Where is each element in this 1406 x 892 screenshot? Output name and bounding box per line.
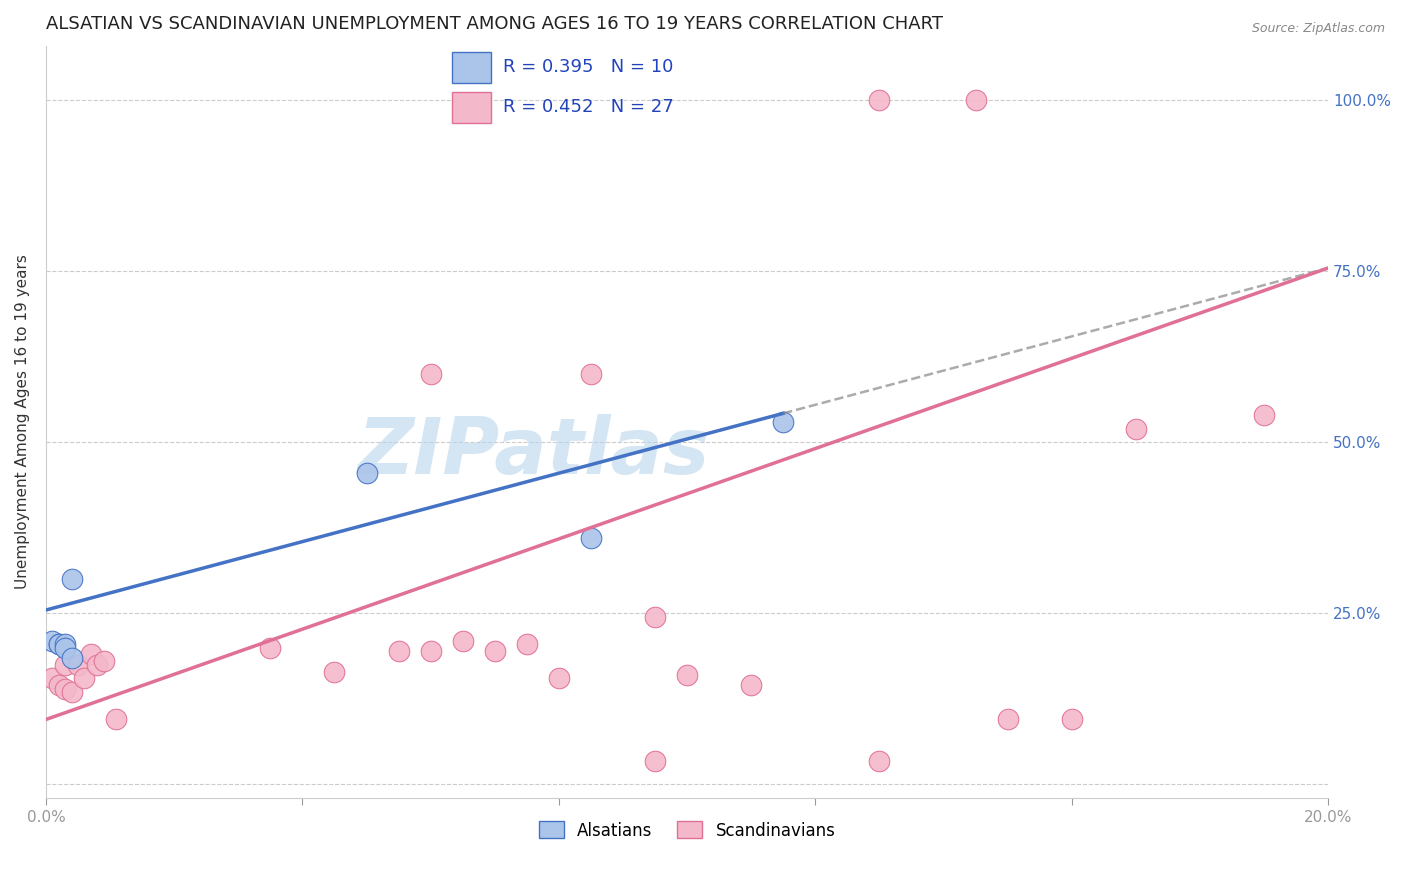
Point <box>41 672 63 686</box>
Point <box>356 467 378 481</box>
Text: R = 0.395   N = 10: R = 0.395 N = 10 <box>503 59 673 77</box>
Point <box>644 610 666 624</box>
FancyBboxPatch shape <box>451 92 491 122</box>
Point <box>60 685 83 699</box>
Point <box>60 572 83 586</box>
Point <box>740 678 762 692</box>
Point <box>86 657 108 672</box>
Legend: Alsatians, Scandinavians: Alsatians, Scandinavians <box>531 814 842 847</box>
Point <box>66 657 89 672</box>
Point <box>1060 713 1083 727</box>
Point <box>484 644 506 658</box>
Point <box>73 672 96 686</box>
Point <box>323 665 346 679</box>
Point <box>419 367 441 381</box>
Point <box>53 681 76 696</box>
Point <box>53 637 76 651</box>
Text: R = 0.452   N = 27: R = 0.452 N = 27 <box>503 98 673 116</box>
Point <box>60 651 83 665</box>
Point <box>48 637 70 651</box>
Point <box>868 754 890 768</box>
Point <box>451 633 474 648</box>
Point <box>387 644 409 658</box>
Y-axis label: Unemployment Among Ages 16 to 19 years: Unemployment Among Ages 16 to 19 years <box>15 254 30 590</box>
Point <box>80 648 103 662</box>
Point <box>105 713 128 727</box>
Point <box>579 367 602 381</box>
Text: ZIPatlas: ZIPatlas <box>357 414 709 490</box>
Text: Source: ZipAtlas.com: Source: ZipAtlas.com <box>1251 22 1385 36</box>
Point <box>516 637 538 651</box>
Point <box>93 654 115 668</box>
Point <box>547 672 569 686</box>
Point <box>48 678 70 692</box>
Point <box>48 637 70 651</box>
Point <box>772 415 794 429</box>
Point <box>1253 408 1275 422</box>
Point <box>53 657 76 672</box>
Point <box>259 640 281 655</box>
Point <box>997 713 1019 727</box>
Point <box>868 94 890 108</box>
FancyBboxPatch shape <box>451 53 491 83</box>
Point <box>644 754 666 768</box>
Point <box>1125 422 1147 436</box>
Point <box>579 531 602 545</box>
Point <box>53 640 76 655</box>
Point <box>676 668 699 682</box>
Point <box>41 633 63 648</box>
Point <box>419 644 441 658</box>
Point <box>965 94 987 108</box>
Text: ALSATIAN VS SCANDINAVIAN UNEMPLOYMENT AMONG AGES 16 TO 19 YEARS CORRELATION CHAR: ALSATIAN VS SCANDINAVIAN UNEMPLOYMENT AM… <box>46 15 943 33</box>
